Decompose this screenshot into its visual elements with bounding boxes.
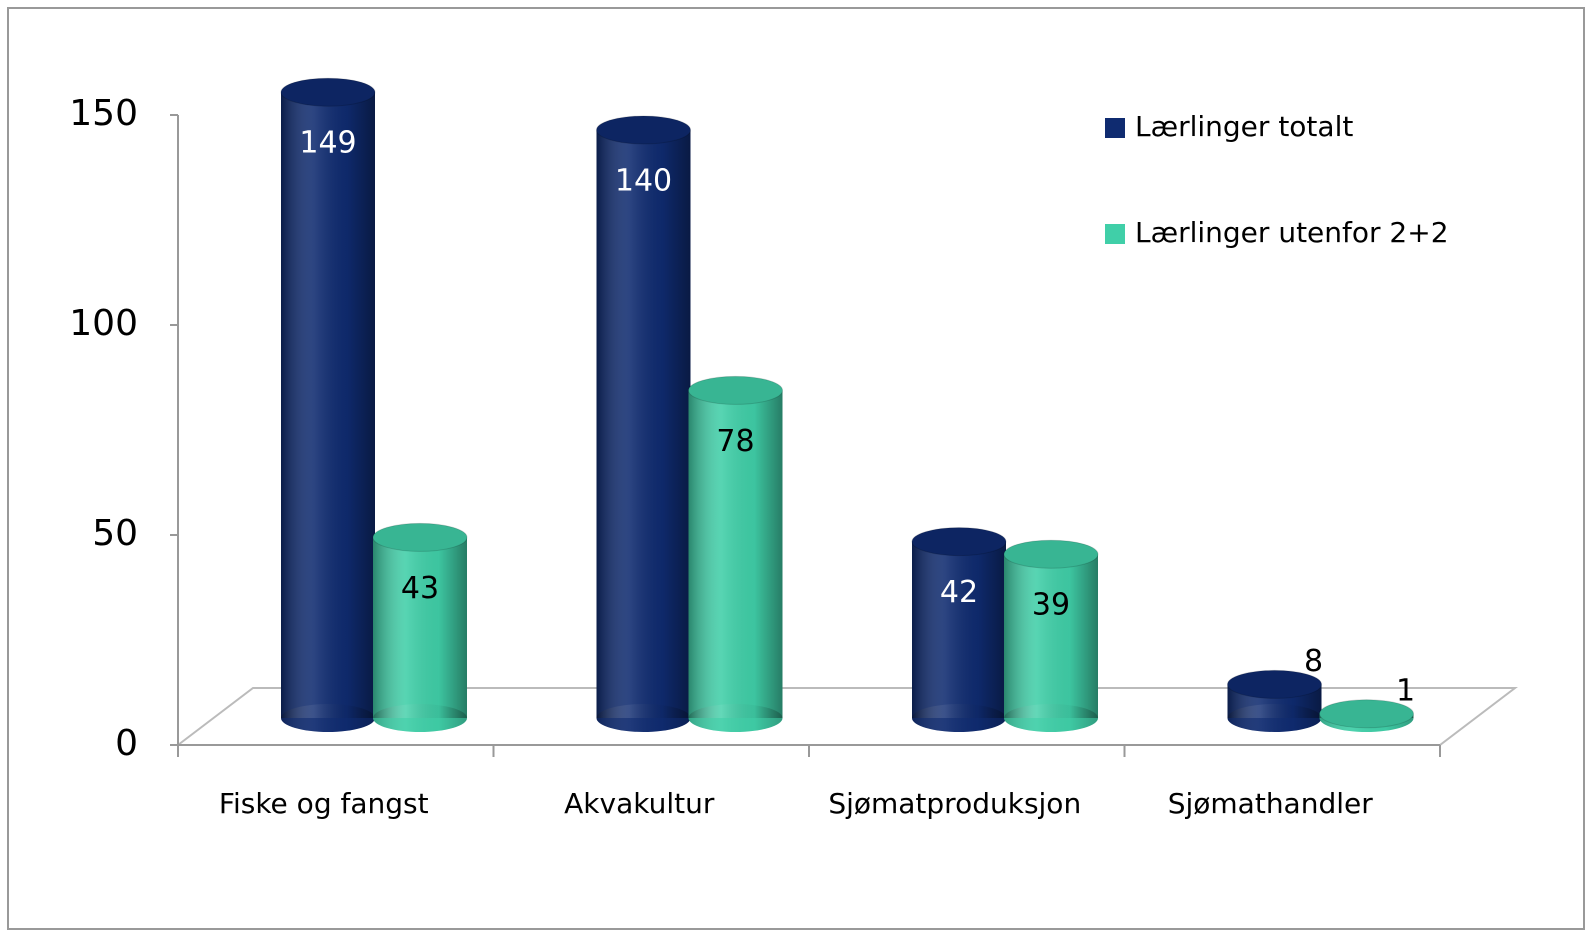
legend-label: Lærlinger totalt: [1135, 110, 1353, 143]
cylinder-top-shade: [688, 376, 783, 405]
cylinder-top-shade: [1227, 670, 1322, 699]
bar-shade: [373, 537, 467, 718]
cylinder-top-shade: [281, 78, 375, 107]
cylinder-top: [1319, 699, 1414, 729]
cylinder-top: [688, 375, 783, 405]
cylinder-base-shade: [596, 704, 691, 732]
cylinder-top: [1003, 539, 1099, 569]
x-tick-label: Sjømathandler: [1168, 787, 1374, 820]
cylinder-top: [596, 115, 691, 145]
cylinder-top: [280, 77, 376, 107]
cylinder-top-shade: [1004, 540, 1098, 569]
x-tick-label: Sjømatproduksjon: [828, 787, 1081, 820]
legend-swatch: [1105, 118, 1125, 138]
frame: [7, 7, 1585, 930]
cylinder-base-shade: [281, 704, 375, 732]
cylinder-top-shade: [373, 523, 467, 552]
x-tick-label: Fiske og fangst: [219, 787, 429, 820]
bar-shade: [596, 130, 691, 718]
y-tick-label: 50: [92, 513, 138, 554]
data-label: 149: [299, 126, 356, 161]
y-tick-label: 0: [115, 723, 138, 764]
cylinder-top: [911, 527, 1007, 557]
legend-swatch: [1105, 224, 1125, 244]
legend-label: Lærlinger utenfor 2+2: [1135, 216, 1449, 249]
bar-shade: [688, 390, 783, 718]
data-label: 78: [716, 424, 754, 459]
bar-shade: [281, 92, 375, 718]
data-label: 1: [1396, 673, 1415, 708]
data-label: 39: [1032, 588, 1070, 623]
bar-shade: [1004, 554, 1098, 718]
cylinder-top-shade: [912, 527, 1006, 556]
data-label: 42: [940, 575, 978, 610]
bar-shade: [912, 541, 1006, 718]
cylinder-base-shade: [912, 704, 1006, 732]
cylinder-base-shade: [688, 704, 783, 732]
data-label: 140: [615, 164, 672, 199]
cylinder-top: [372, 522, 468, 552]
cylinder-top: [1227, 669, 1322, 699]
y-tick-label: 100: [69, 303, 138, 344]
cylinder-base-shade: [373, 704, 467, 732]
y-tick-label: 150: [69, 93, 138, 134]
data-label: 8: [1304, 644, 1323, 679]
cylinder-top-shade: [1319, 699, 1414, 728]
cylinder-base-shade: [1227, 704, 1322, 732]
data-label: 43: [401, 571, 439, 606]
cylinder-top-shade: [596, 116, 691, 144]
x-tick-label: Akvakultur: [564, 787, 715, 820]
cylinder-base-shade: [1004, 704, 1098, 732]
